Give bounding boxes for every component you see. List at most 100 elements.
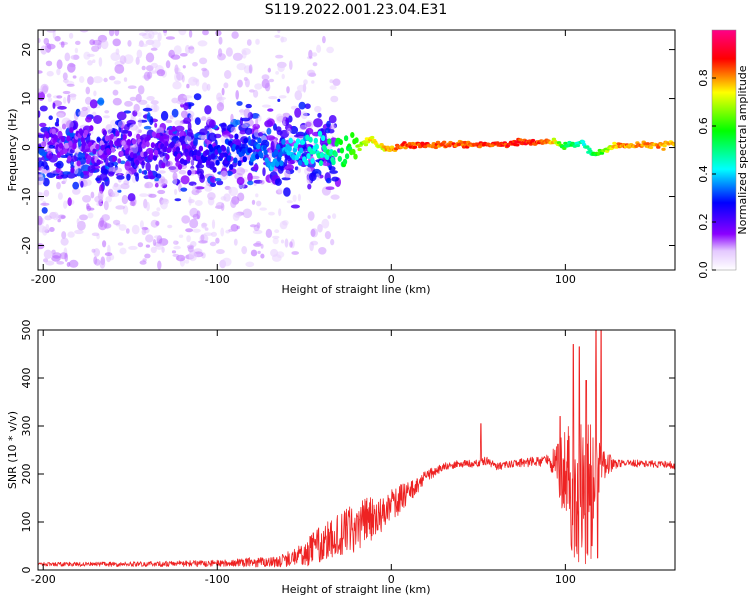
- heatmap-blob: [178, 234, 184, 238]
- heatmap-blob: [112, 38, 121, 47]
- heatmap-blob: [235, 119, 241, 126]
- heatmap-blob: [257, 115, 262, 122]
- heatmap-blob: [184, 259, 190, 264]
- heatmap-ridge-cell: [67, 155, 72, 162]
- heatmap-blob: [80, 172, 84, 179]
- heatmap-ridge-cell: [354, 137, 359, 144]
- heatmap-ridge-cell: [331, 159, 336, 166]
- heatmap-blob: [105, 196, 112, 203]
- heatmap-ridge-cell: [314, 143, 319, 150]
- heatmap-blob: [62, 200, 68, 209]
- heatmap-blob: [252, 229, 263, 235]
- heatmap-ridge-cell: [136, 133, 141, 140]
- heatmap-blob: [128, 245, 138, 250]
- heatmap-blob: [268, 211, 275, 216]
- heatmap-blob: [294, 166, 299, 171]
- heatmap-blob: [157, 32, 162, 42]
- heatmap-ridge-cell: [177, 163, 183, 170]
- heatmap-ridge-cell: [295, 138, 301, 145]
- heatmap-ridge-cell: [342, 158, 348, 165]
- heatmap-blob: [189, 218, 199, 229]
- heatmap-ridge-cell: [152, 154, 158, 161]
- heatmap-blob: [154, 182, 159, 188]
- heatmap-blob: [149, 175, 155, 180]
- heatmap-ridge-cell: [69, 127, 74, 134]
- heatmap-blob: [38, 243, 45, 250]
- heatmap-ridge-cell: [183, 159, 188, 166]
- heatmap-blob: [184, 135, 192, 145]
- heatmap-blob: [275, 54, 284, 59]
- heatmap-ridge-cell: [182, 143, 187, 150]
- heatmap-blob: [259, 179, 265, 185]
- heatmap-ridge-cell: [273, 149, 279, 156]
- heatmap-blob: [54, 35, 61, 42]
- heatmap-ridge-cell: [556, 141, 562, 145]
- heatmap-blob: [127, 193, 136, 202]
- heatmap-blob: [197, 40, 208, 47]
- heatmap-ridge-cell: [237, 160, 242, 167]
- heatmap-ridge-cell: [150, 142, 156, 149]
- heatmap-blob: [126, 173, 131, 181]
- heatmap-blob: [291, 251, 300, 255]
- heatmap-blob: [80, 180, 84, 188]
- heatmap-blob: [67, 197, 72, 207]
- heatmap-blob: [157, 260, 162, 270]
- heatmap-blob: [228, 187, 232, 194]
- heatmap-blob: [107, 171, 115, 177]
- heatmap-blob: [318, 247, 327, 255]
- heatmap-blob: [119, 55, 127, 65]
- heatmap-blob: [85, 116, 92, 123]
- colorbar-tick-label: 0.8: [697, 69, 710, 87]
- heatmap-blob: [86, 203, 90, 210]
- heatmap-blob: [194, 200, 203, 206]
- heatmap-ridge-cell: [221, 145, 227, 152]
- heatmap-blob: [230, 113, 234, 123]
- heatmap-blob: [188, 199, 195, 204]
- heatmap-blob: [281, 73, 285, 80]
- heatmap-blob: [46, 30, 56, 33]
- heatmap-blob: [74, 229, 84, 235]
- heatmap-blob: [202, 68, 210, 78]
- heatmap-ridge-cell: [514, 140, 519, 144]
- heatmap-blob: [192, 184, 197, 193]
- x-tick-label: 0: [388, 273, 395, 286]
- heatmap-blob: [207, 192, 216, 201]
- heatmap-blob: [161, 178, 168, 186]
- heatmap-blob: [272, 235, 280, 239]
- heatmap-blob: [62, 97, 67, 104]
- heatmap-ridge-cell: [612, 141, 617, 145]
- heatmap-blob: [331, 176, 339, 182]
- heatmap-ridge-cell: [106, 149, 112, 156]
- heatmap-blob: [109, 254, 115, 261]
- top-y-axis: 20 10 0 -10 -20: [20, 43, 675, 254]
- heatmap-ridge-cell: [100, 144, 105, 151]
- bottom-plot-frame: [37, 329, 676, 571]
- heatmap-blob: [38, 110, 41, 118]
- heatmap-blob: [79, 30, 89, 33]
- heatmap-blob: [198, 240, 208, 244]
- heatmap-blob: [183, 117, 192, 124]
- heatmap-ridge-cell: [274, 160, 280, 167]
- heatmap-blob: [245, 103, 252, 109]
- heatmap-blob: [143, 169, 148, 175]
- y-tick-label: 500: [20, 320, 33, 341]
- heatmap-blob: [215, 237, 220, 244]
- heatmap-blob: [327, 215, 331, 219]
- heatmap-blob: [329, 79, 334, 84]
- heatmap-blob: [270, 141, 275, 151]
- heatmap-blob: [49, 227, 55, 232]
- heatmap-ridge-cell: [95, 143, 100, 150]
- heatmap-blob: [112, 167, 123, 174]
- heatmap-blob: [223, 82, 229, 89]
- heatmap-blob: [251, 199, 256, 205]
- heatmap-blob: [114, 64, 125, 74]
- heatmap-blob: [87, 60, 93, 66]
- heatmap-blob: [165, 60, 171, 69]
- y-tick-label: 10: [20, 92, 33, 106]
- heatmap-ridge-cell: [60, 136, 66, 143]
- heatmap-ridge-cell: [145, 141, 150, 148]
- heatmap-blob: [179, 53, 188, 57]
- heatmap-ridge-cell: [351, 148, 356, 155]
- heatmap-blob: [55, 160, 64, 169]
- heatmap-blob: [243, 108, 251, 118]
